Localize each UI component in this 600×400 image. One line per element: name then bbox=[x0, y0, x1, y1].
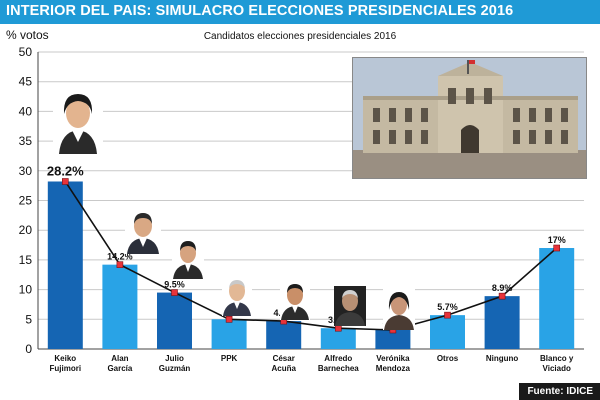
y-tick-label: 5 bbox=[25, 312, 32, 326]
bar bbox=[157, 292, 192, 349]
y-tick-label: 35 bbox=[19, 134, 33, 148]
photo-alan-garcia bbox=[125, 207, 161, 254]
title-bar: INTERIOR DEL PAIS: SIMULACRO ELECCIONES … bbox=[0, 0, 600, 24]
photo-keiko-fujimori bbox=[53, 86, 103, 154]
data-point-marker bbox=[334, 324, 342, 332]
y-tick-label: 30 bbox=[19, 164, 33, 178]
photo-ppk bbox=[222, 276, 252, 316]
data-point-marker bbox=[498, 292, 506, 300]
y-tick-label: 15 bbox=[19, 253, 33, 267]
x-tick-label: PPK bbox=[221, 354, 238, 363]
chart-subtitle: Candidatos elecciones presidenciales 201… bbox=[203, 31, 397, 42]
data-label: 17% bbox=[548, 235, 566, 245]
data-point-marker bbox=[116, 261, 124, 268]
bar bbox=[266, 321, 302, 349]
trend-line bbox=[64, 181, 558, 331]
y-tick-label: 40 bbox=[19, 104, 33, 118]
x-tick-label: Blanco y bbox=[540, 354, 574, 363]
source-badge: Fuente: IDICE bbox=[519, 383, 600, 400]
y-tick-label: 20 bbox=[19, 223, 33, 237]
x-tick-label: Julio bbox=[165, 354, 184, 363]
bar bbox=[539, 248, 575, 349]
bar bbox=[375, 329, 411, 349]
data-label: 8.9% bbox=[492, 283, 513, 293]
data-point-marker bbox=[553, 244, 561, 252]
x-tick-label: Viciado bbox=[543, 364, 571, 373]
x-tick-label: García bbox=[107, 364, 132, 373]
photo-veronika-mendoza bbox=[383, 288, 415, 330]
data-point-marker bbox=[61, 178, 69, 185]
data-label: 28.2% bbox=[47, 163, 84, 178]
x-tick-label: Alfredo bbox=[324, 354, 352, 363]
x-tick-label: Keiko bbox=[54, 354, 76, 363]
x-tick-label: Verónika bbox=[376, 354, 410, 363]
bar bbox=[430, 315, 465, 349]
data-label: 9.5% bbox=[164, 280, 185, 290]
x-tick-label: Mendoza bbox=[376, 364, 411, 373]
x-tick-label: Guzmán bbox=[159, 364, 191, 373]
photo-cesar-acuna bbox=[280, 280, 310, 320]
y-tick-label: 50 bbox=[19, 45, 33, 59]
data-point-marker bbox=[444, 311, 451, 319]
data-point-marker bbox=[225, 315, 233, 323]
x-tick-label: Alan bbox=[111, 354, 128, 363]
x-tick-label: César bbox=[273, 354, 295, 363]
x-tick-label: Acuña bbox=[271, 364, 296, 373]
y-tick-label: 0 bbox=[25, 342, 32, 356]
x-tick-label: Barnechea bbox=[318, 364, 359, 373]
data-label: 5.7% bbox=[437, 302, 458, 312]
bar bbox=[102, 264, 138, 349]
x-tick-label: Fujimori bbox=[50, 364, 82, 373]
x-tick-label: Otros bbox=[437, 354, 459, 363]
photo-julio-guzman bbox=[172, 237, 204, 279]
y-tick-label: 45 bbox=[19, 75, 33, 89]
y-axis-label: % votos bbox=[6, 28, 49, 42]
bar bbox=[320, 328, 356, 349]
bar bbox=[211, 319, 247, 349]
bar bbox=[484, 296, 520, 349]
y-tick-label: 25 bbox=[19, 194, 33, 208]
bar bbox=[47, 181, 83, 349]
government-palace-photo bbox=[352, 57, 587, 179]
x-tick-label: Ninguno bbox=[486, 354, 519, 363]
page-title: INTERIOR DEL PAIS: SIMULACRO ELECCIONES … bbox=[6, 3, 514, 19]
data-point-marker bbox=[171, 289, 178, 296]
y-tick-label: 10 bbox=[19, 283, 33, 297]
photo-alfredo-barnechea bbox=[334, 286, 366, 326]
data-label: 14.2% bbox=[107, 252, 133, 262]
